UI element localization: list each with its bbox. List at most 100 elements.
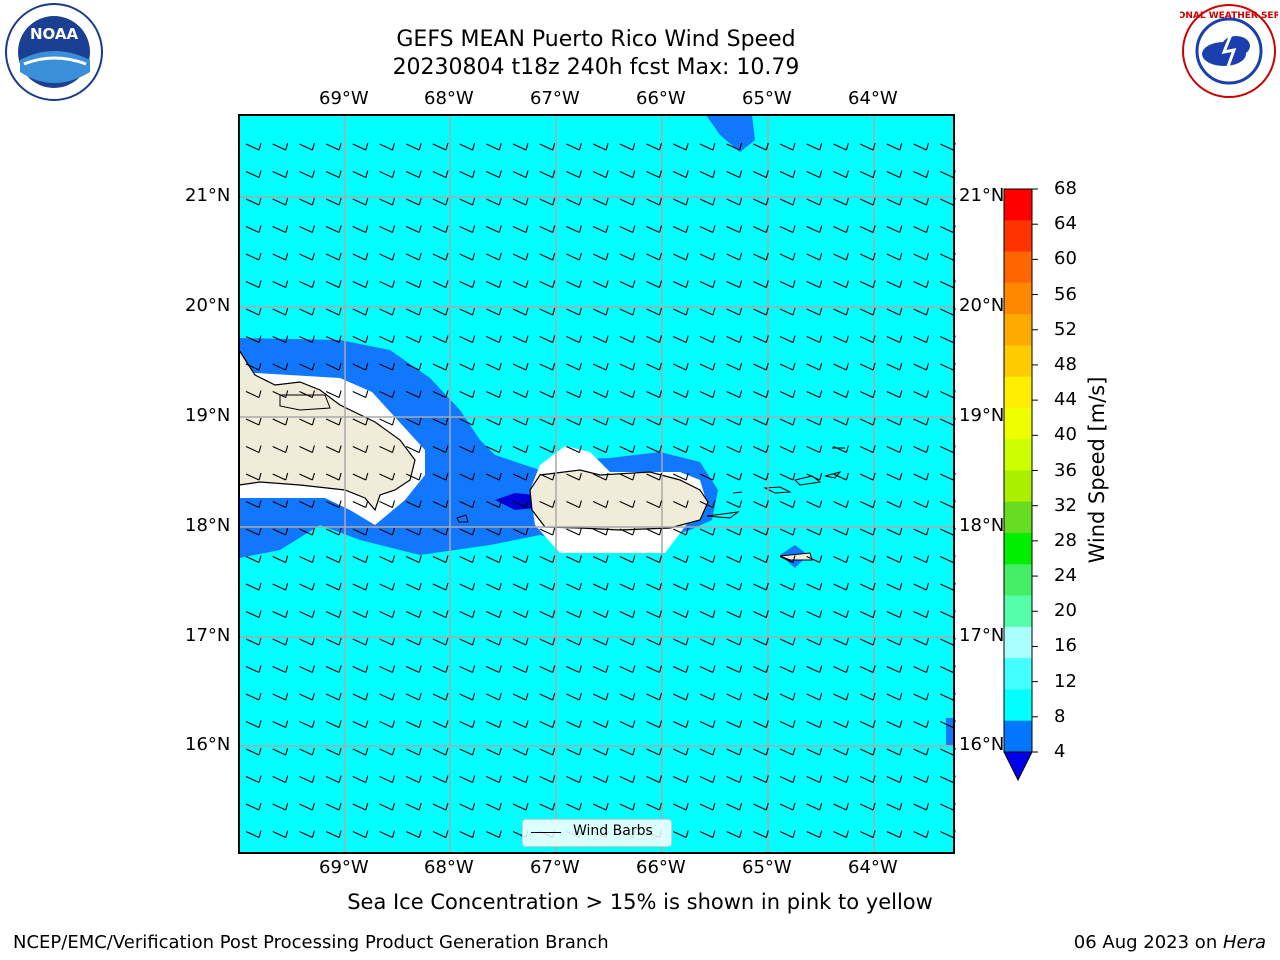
wind-barb	[299, 637, 315, 646]
wind-barb	[566, 527, 582, 536]
wind-barb	[859, 582, 876, 591]
wind-barb	[272, 170, 289, 178]
wind-barb	[486, 142, 502, 151]
wind-barb	[512, 252, 529, 261]
wind-barb	[325, 720, 342, 728]
wind-barb	[753, 830, 769, 838]
wind-barb	[405, 692, 422, 701]
wind-barb	[245, 637, 262, 646]
wind-barb	[753, 637, 769, 646]
wind-barb	[726, 280, 743, 288]
wind-barb	[405, 197, 422, 206]
wind-barb	[299, 362, 315, 371]
wind-barb	[405, 307, 422, 316]
wind-barb	[512, 720, 529, 728]
wind-barb	[592, 280, 609, 288]
wind-barb	[886, 472, 903, 481]
wind-barb	[672, 445, 689, 453]
wind-barb	[459, 747, 476, 756]
wind-barb	[352, 720, 369, 728]
wind-barb	[432, 665, 449, 673]
wind-barb	[272, 555, 289, 563]
wind-barb	[432, 610, 449, 618]
wind-barb	[753, 500, 769, 508]
wind-barb	[432, 472, 449, 481]
wind-barb	[325, 225, 342, 233]
wind-barb	[699, 637, 716, 646]
wind-barb	[859, 307, 876, 316]
wind-barb	[672, 830, 689, 838]
wind-barb	[859, 445, 876, 453]
wind-barb	[272, 472, 289, 481]
wind-barb	[379, 692, 396, 701]
wind-barb	[432, 830, 449, 838]
colorbar-tick-label: 52	[1054, 318, 1077, 340]
wind-barb	[486, 280, 502, 288]
wind-barb	[325, 142, 342, 151]
footer-host: Hera	[1222, 932, 1266, 953]
wind-barb	[619, 225, 636, 233]
wind-barb	[699, 390, 716, 398]
wind-barb	[619, 280, 636, 288]
wind-barb	[325, 170, 342, 178]
mona-island	[456, 514, 469, 523]
wind-barb	[779, 555, 796, 563]
wind-barb	[779, 280, 796, 288]
wind-barb	[379, 747, 396, 756]
wind-barb	[699, 692, 716, 701]
wind-barb	[486, 830, 502, 838]
lat-label-left: 20°N	[185, 295, 231, 316]
wind-barb	[325, 802, 342, 811]
wind-barb	[592, 170, 609, 178]
wind-barb	[512, 555, 529, 563]
wind-barb	[379, 280, 396, 288]
wind-barb	[325, 830, 342, 838]
wind-barb	[672, 170, 689, 178]
wind-barb	[646, 720, 663, 728]
wind-barb	[699, 335, 716, 343]
wind-barb	[672, 665, 689, 673]
wind-barb	[859, 555, 876, 563]
wind-barb	[753, 775, 769, 783]
wind-barb	[779, 252, 796, 261]
wind-barb	[619, 362, 636, 371]
wind-barb	[753, 170, 769, 178]
wind-barb	[859, 335, 876, 343]
wind-barb	[539, 665, 556, 673]
wind-barb	[753, 445, 769, 453]
wind-barb	[325, 665, 342, 673]
footer-left: NCEP/EMC/Verification Post Processing Pr…	[13, 932, 609, 953]
wind-barb	[726, 142, 743, 151]
wind-barb	[405, 445, 422, 453]
wind-barb	[913, 252, 930, 261]
wind-barb	[806, 692, 823, 701]
wind-barb	[352, 197, 369, 206]
wind-barb	[299, 692, 315, 701]
wind-barb	[459, 472, 476, 481]
wind-barb	[486, 417, 502, 426]
wind-barb	[325, 775, 342, 783]
wind-barb	[539, 582, 556, 591]
wind-barb	[859, 252, 876, 261]
colorbar-tick-label: 40	[1054, 424, 1077, 446]
wind-barb	[806, 500, 823, 508]
lon-label-bottom: 64°W	[848, 857, 898, 878]
wind-barb	[245, 252, 262, 261]
wind-barb	[486, 170, 502, 178]
wind-barb	[272, 527, 289, 536]
wind-barb	[672, 555, 689, 563]
wind-barb	[619, 527, 636, 536]
wind-barb	[512, 390, 529, 398]
colorbar-segment	[1004, 564, 1032, 597]
wind-barb	[699, 830, 716, 838]
wind-barb	[672, 335, 689, 343]
wind-barb	[672, 610, 689, 618]
wind-barb	[913, 665, 930, 673]
colorbar-tick-label: 8	[1054, 705, 1066, 727]
wind-barb	[859, 802, 876, 811]
wind-barb	[726, 252, 743, 261]
wind-barb	[646, 692, 663, 701]
wind-barb	[566, 417, 582, 426]
wind-barb	[619, 692, 636, 701]
wind-barb	[539, 637, 556, 646]
